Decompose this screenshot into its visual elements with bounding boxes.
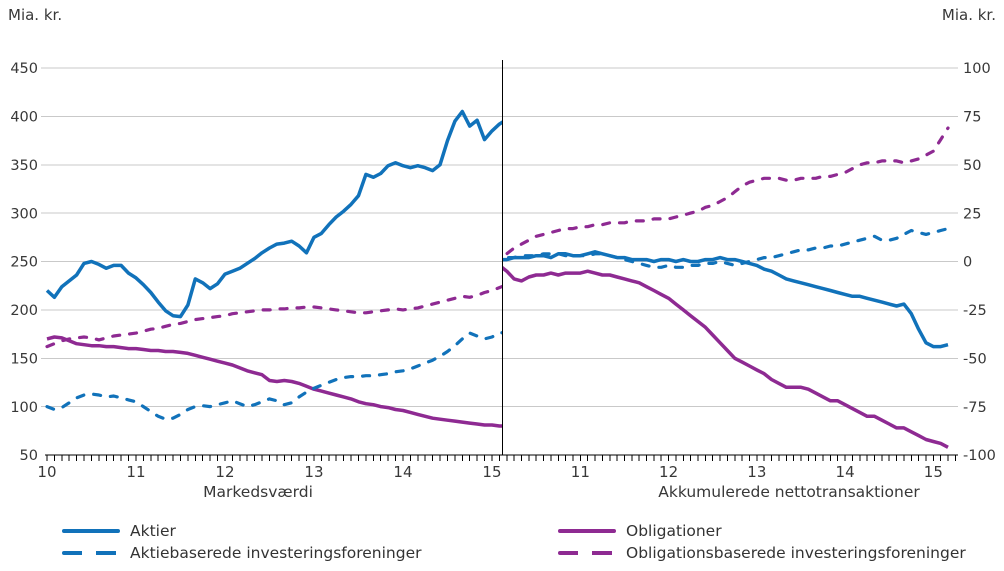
series-line-left-obligationer (46, 335, 502, 428)
left-panel-caption: Markedsværdi (203, 483, 313, 501)
y-axis-tick-label-right: 0 (963, 255, 972, 271)
series-group-left (45, 109, 502, 428)
legend-label: Obligationsbaserede investeringsforening… (626, 544, 966, 562)
x-axis-tick-label: 11 (126, 463, 145, 481)
y-axis-tick-label-left: 300 (10, 206, 38, 222)
series-line-right-obligationer (503, 265, 949, 449)
series-line-right-aktier (503, 250, 949, 349)
left-axis-unit-label: Mia. kr. (8, 6, 63, 24)
x-axis-tick-label: 14 (393, 463, 412, 481)
legend-label: Aktiebaserede investeringsforeninger (130, 544, 422, 562)
series-group-right (503, 126, 950, 449)
legend-swatch-dashed-purple (558, 550, 616, 556)
x-axis-minor-ticks-left (46, 455, 500, 461)
x-axis-tick-label: 12 (659, 463, 678, 481)
legend-swatch-solid-blue (62, 528, 120, 534)
x-axis-tick-label: 10 (37, 463, 56, 481)
series-line-left-aktier (45, 109, 502, 319)
gridlines (41, 67, 958, 408)
x-axis-tick-label: 15 (482, 463, 501, 481)
legend-label: Obligationer (626, 522, 722, 540)
legend-item-obligationsbaserede: Obligationsbaserede investeringsforening… (558, 544, 966, 562)
y-axis-tick-label-right: 100 (963, 61, 991, 77)
x-axis-tick-label: 13 (747, 463, 766, 481)
y-axis-tick-label-right: -75 (963, 400, 987, 416)
y-axis-tick-label-right: -25 (963, 303, 987, 319)
x-axis-tick-label: 12 (215, 463, 234, 481)
y-axis-tick-label-left: 450 (10, 61, 38, 77)
y-axis-tick-label-right: -100 (963, 448, 996, 464)
right-axis-unit-label: Mia. kr. (941, 6, 996, 24)
y-axis-tick-label-left: 200 (10, 303, 38, 319)
y-axis-tick-label-right: 75 (963, 110, 981, 126)
legend-item-obligationer: Obligationer (558, 522, 722, 540)
series-line-left-obligationsbaserede-investeringsforeninger (45, 284, 502, 349)
y-axis-tick-label-right: -50 (963, 351, 987, 367)
y-axis-tick-label-left: 250 (10, 255, 38, 271)
legend-label: Aktier (130, 522, 176, 540)
series-line-left-aktiebaserede-investeringsforeninger (45, 331, 502, 421)
right-panel-caption: Akkumulerede nettotransaktioner (658, 483, 920, 501)
y-axis-tick-label-right: 25 (963, 206, 981, 222)
x-axis-tick-label: 13 (304, 463, 323, 481)
y-axis-tick-label-left: 400 (10, 110, 38, 126)
y-axis-tick-label-left: 100 (10, 400, 38, 416)
x-axis-minor-ticks-right (506, 455, 956, 461)
legend-swatch-solid-purple (558, 528, 616, 534)
legend-item-aktier: Aktier (62, 522, 176, 540)
y-axis-tick-label-left: 150 (10, 351, 38, 367)
legend-item-aktiebaserede: Aktiebaserede investeringsforeninger (62, 544, 421, 562)
x-axis-tick-label: 11 (571, 463, 590, 481)
legend-swatch-dashed-blue (62, 550, 120, 556)
y-axis-tick-label-left: 350 (10, 158, 38, 174)
y-axis-tick-label-left: 50 (20, 448, 38, 464)
x-axis-tick-label: 14 (836, 463, 855, 481)
y-axis-tick-label-right: 50 (963, 158, 981, 174)
x-axis-tick-label: 15 (924, 463, 943, 481)
series-line-right-obligationsbaserede-investeringsforeninger (503, 126, 950, 258)
